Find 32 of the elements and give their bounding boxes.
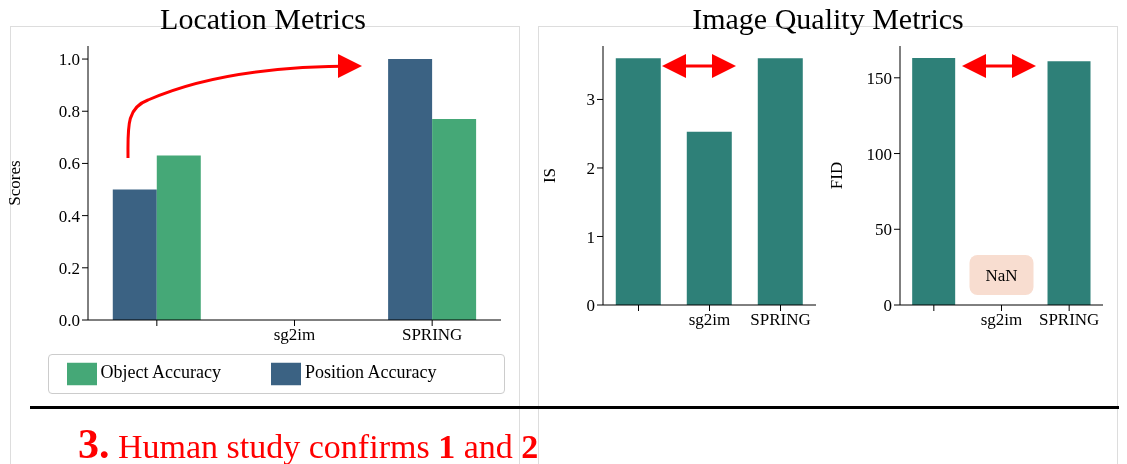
- x-tick-label: sg2im: [980, 310, 1023, 330]
- x-tick-label: SPRING: [401, 325, 463, 345]
- x-tick-label: SPRING: [750, 310, 811, 330]
- legend-label: Position Accuracy: [304, 362, 437, 383]
- x-tick-label: sg2im: [273, 325, 316, 345]
- y-axis-title: FID: [827, 161, 847, 190]
- y-tick-label: 1: [586, 227, 595, 247]
- y-tick-label: 0: [586, 296, 595, 316]
- y-tick-label: 0.6: [58, 154, 80, 174]
- text: NaN: [985, 266, 1018, 285]
- y-tick-label: 0.4: [58, 206, 81, 226]
- chart-title: Image Quality Metrics: [691, 2, 965, 36]
- y-tick-label: 0.0: [58, 311, 80, 331]
- x-tick-label: sg2im: [688, 310, 731, 330]
- y-axis-title: IS: [540, 167, 560, 184]
- x-tick-label: SPRING: [1038, 310, 1100, 330]
- y-tick-label: 2: [586, 159, 595, 178]
- y-tick-label: 1.0: [58, 50, 80, 70]
- y-tick-label: 100: [866, 144, 892, 164]
- bar: [112, 189, 157, 320]
- y-tick-label: 150: [866, 68, 892, 88]
- bar: [432, 119, 477, 320]
- legend-label: Object Accuracy: [100, 362, 221, 383]
- y-tick-label: 0.8: [58, 102, 80, 122]
- y-axis-title: Scores: [5, 160, 25, 206]
- chart-title: Location Metrics: [159, 2, 367, 36]
- bar: [156, 155, 201, 320]
- y-tick-label: 0: [883, 296, 892, 316]
- bar: [388, 59, 433, 320]
- y-tick-label: 3: [586, 90, 595, 110]
- y-tick-label: 50: [875, 220, 892, 240]
- y-tick-label: 0.2: [58, 258, 80, 278]
